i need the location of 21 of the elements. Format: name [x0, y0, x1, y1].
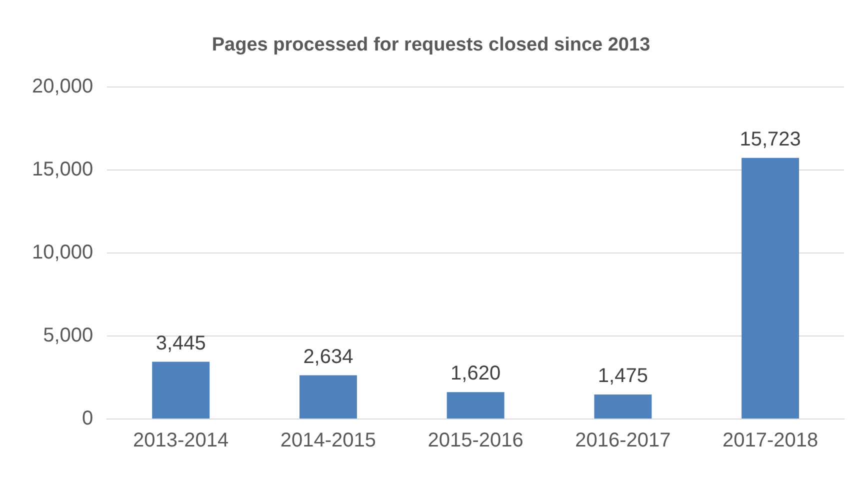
y-tick-label: 20,000: [32, 75, 94, 98]
data-label: 1,475: [598, 365, 648, 388]
y-tick-label: 10,000: [32, 241, 94, 264]
x-tick-label: 2017-2018: [722, 430, 818, 452]
bar: [299, 375, 357, 418]
chart-title: Pages processed for requests closed since 2013: [212, 34, 650, 56]
bar: [152, 362, 210, 418]
x-tick-label: 2013-2014: [133, 430, 229, 452]
data-label: 1,620: [450, 362, 501, 385]
x-tick-label: 2014-2015: [280, 430, 376, 452]
y-tick-label: 0: [82, 408, 94, 430]
x-tick-label: 2016-2017: [575, 430, 671, 452]
bar: [446, 392, 504, 418]
data-label: 15,723: [740, 128, 801, 150]
bar: [742, 158, 800, 418]
x-tick-label: 2015-2016: [428, 430, 524, 452]
y-tick-label: 15,000: [32, 158, 94, 180]
data-label: 2,634: [303, 346, 354, 368]
bar: [594, 394, 652, 418]
y-tick-label: 5,000: [43, 324, 94, 346]
data-label: 3,445: [156, 332, 206, 354]
